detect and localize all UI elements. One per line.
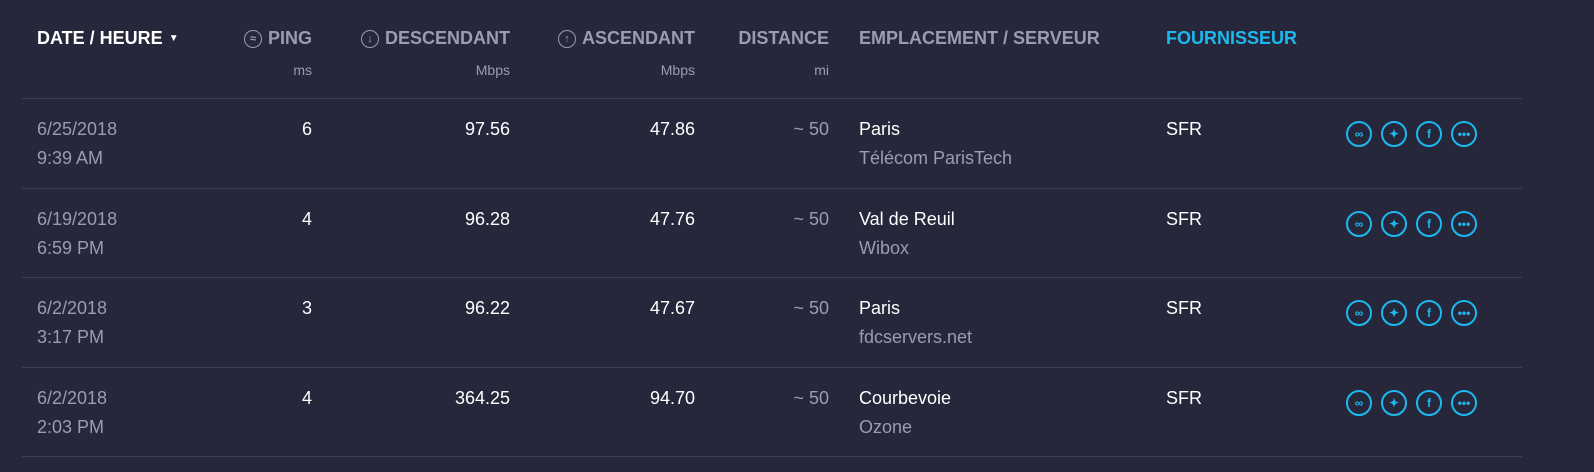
column-date[interactable]: DATE / HEURE ▼ — [37, 28, 179, 49]
upload-value: 94.70 — [649, 387, 695, 408]
facebook-icon[interactable]: f — [1416, 121, 1442, 147]
download-value: 97.56 — [464, 119, 510, 139]
provider: SFR — [1166, 208, 1202, 229]
server: Ozone — [859, 416, 913, 437]
distance-unit: mi — [814, 62, 829, 78]
download-icon: ↓ — [360, 29, 379, 48]
server: fdcservers.net — [859, 327, 973, 347]
provider: SFR — [1166, 119, 1202, 139]
twitter-icon[interactable]: ✦ — [1381, 389, 1407, 416]
provider: SFR — [1166, 298, 1202, 318]
table-row[interactable]: 6/2/2018 2:03 PM 4 364.25 94.70 ~ 50 Cou… — [22, 366, 1522, 457]
date: 6/2/2018 — [37, 387, 108, 408]
facebook-icon[interactable]: f — [1416, 210, 1442, 237]
distance-value: ~ 50 — [793, 208, 829, 229]
location: Paris — [859, 298, 901, 318]
upload-unit: Mbps — [660, 62, 695, 78]
server: Wibox — [859, 237, 910, 258]
date: 6/25/2018 — [37, 119, 118, 139]
column-date-label: DATE / HEURE — [37, 28, 163, 48]
column-ping[interactable]: ≈ PING — [243, 28, 312, 49]
ping-icon: ≈ — [243, 29, 262, 48]
distance-value: ~ 50 — [793, 298, 829, 318]
column-location[interactable]: EMPLACEMENT / SERVEUR — [859, 28, 1100, 48]
location: Paris — [859, 119, 901, 139]
sort-down-icon: ▼ — [168, 33, 179, 44]
upload-icon: ↑ — [557, 29, 576, 48]
time: 6:59 PM — [37, 237, 105, 258]
column-provider[interactable]: FOURNISSEUR — [1166, 28, 1298, 48]
upload-value: 47.76 — [649, 208, 695, 229]
facebook-icon[interactable]: f — [1416, 300, 1442, 326]
more-icon[interactable]: ••• — [1451, 210, 1477, 237]
ping-unit: ms — [293, 62, 312, 78]
time: 9:39 AM — [37, 148, 104, 168]
upload-value: 47.67 — [649, 298, 695, 318]
table-row[interactable]: 6/19/2018 6:59 PM 4 96.28 47.76 ~ 50 Val… — [22, 187, 1522, 278]
date: 6/19/2018 — [37, 208, 118, 229]
twitter-icon[interactable]: ✦ — [1381, 210, 1407, 237]
time: 2:03 PM — [37, 416, 105, 437]
ping-value: 4 — [301, 387, 312, 408]
column-distance[interactable]: DISTANCE — [738, 28, 829, 48]
provider: SFR — [1166, 387, 1202, 408]
download-value: 364.25 — [454, 387, 510, 408]
ping-value: 6 — [301, 119, 312, 139]
location: Courbevoie — [859, 387, 952, 408]
link-icon[interactable]: ∞ — [1346, 389, 1372, 416]
more-icon[interactable]: ••• — [1451, 121, 1477, 147]
date: 6/2/2018 — [37, 298, 108, 318]
download-value: 96.22 — [464, 298, 510, 318]
download-unit: Mbps — [475, 62, 510, 78]
more-icon[interactable]: ••• — [1451, 300, 1477, 326]
column-ping-label: PING — [267, 28, 312, 48]
column-upload[interactable]: ↑ ASCENDANT — [557, 28, 695, 49]
column-upload-label: ASCENDANT — [581, 28, 695, 48]
distance-value: ~ 50 — [793, 119, 829, 139]
link-icon[interactable]: ∞ — [1346, 300, 1372, 326]
column-download[interactable]: ↓ DESCENDANT — [360, 28, 510, 49]
twitter-icon[interactable]: ✦ — [1381, 121, 1407, 147]
upload-value: 47.86 — [649, 119, 695, 139]
table-row[interactable]: 6/2/2018 3:17 PM 3 96.22 47.67 ~ 50 Pari… — [22, 277, 1522, 367]
more-icon[interactable]: ••• — [1451, 389, 1477, 416]
server: Télécom ParisTech — [859, 148, 1013, 168]
distance-value: ~ 50 — [793, 387, 829, 408]
time: 3:17 PM — [37, 327, 105, 347]
link-icon[interactable]: ∞ — [1346, 210, 1372, 237]
ping-value: 4 — [301, 208, 312, 229]
divider — [22, 456, 1522, 457]
ping-value: 3 — [301, 298, 312, 318]
column-download-label: DESCENDANT — [384, 28, 510, 48]
link-icon[interactable]: ∞ — [1346, 121, 1372, 147]
twitter-icon[interactable]: ✦ — [1381, 300, 1407, 326]
download-value: 96.28 — [464, 208, 510, 229]
facebook-icon[interactable]: f — [1416, 389, 1442, 416]
location: Val de Reuil — [859, 208, 955, 229]
table-row[interactable]: 6/25/2018 9:39 AM 6 97.56 47.86 ~ 50 Par… — [22, 98, 1522, 188]
